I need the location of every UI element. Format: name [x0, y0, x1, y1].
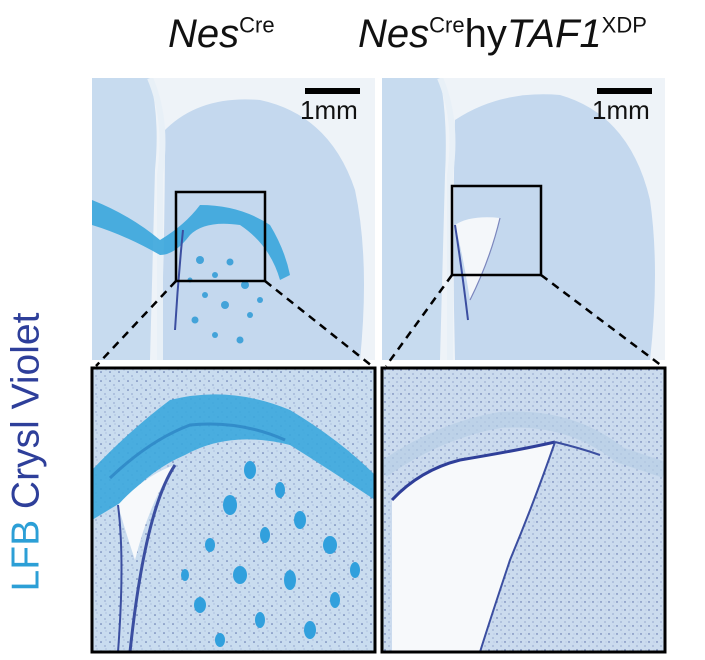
scale-label-left: 1mm — [300, 95, 358, 125]
header-right-mid: hy — [464, 12, 507, 56]
zoom-frame-right — [380, 366, 667, 654]
header-left-gene: Nes — [168, 12, 240, 56]
header-right-gene2: TAF1 — [506, 12, 602, 56]
header-nes-cre: NesCre — [168, 14, 275, 54]
overview-nes-cre-hytaf1-xdp — [382, 78, 665, 360]
header-right-sup2: XDP — [601, 12, 647, 38]
header-left-sup: Cre — [239, 12, 275, 38]
scale-bar-left — [305, 88, 360, 94]
zoom-connectors — [95, 274, 663, 367]
header-right-gene: Nes — [358, 12, 430, 56]
scale-bar-right — [597, 88, 652, 94]
zoom-nes-cre-hytaf1-xdp — [382, 368, 665, 652]
zoom-nes-cre — [92, 368, 375, 652]
overview-nes-cre — [92, 78, 375, 360]
header-right-sup1: Cre — [429, 12, 465, 38]
header-nes-cre-hytaf1-xdp: NesCrehyTAF1XDP — [358, 14, 647, 54]
scale-label-right: 1mm — [592, 95, 650, 125]
zoom-frame-left — [90, 366, 377, 654]
